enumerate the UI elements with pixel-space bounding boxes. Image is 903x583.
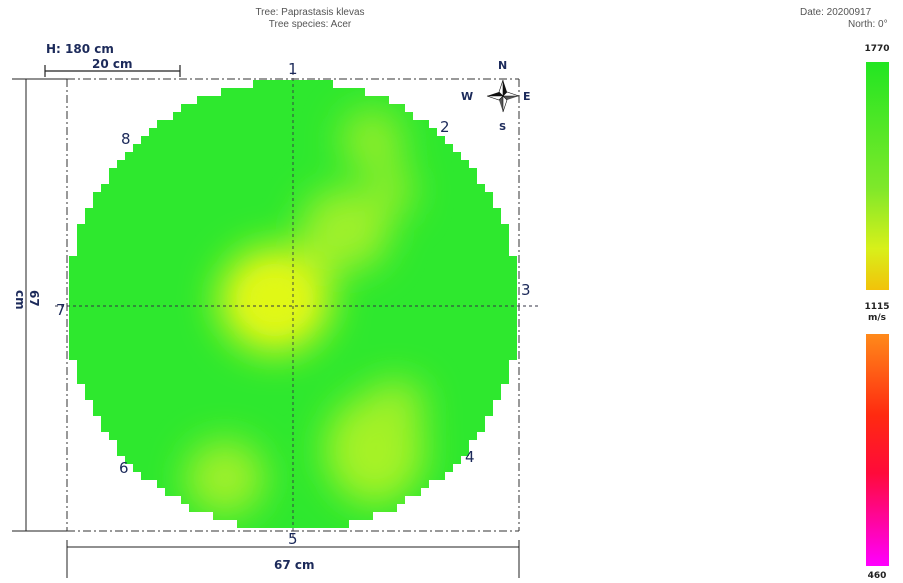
header-tree-label: Tree: Paprastasis klevas (255, 7, 365, 18)
scale-min-label: 460 (867, 571, 887, 581)
sensor-point-5: 5 (288, 530, 298, 548)
compass-north: N (498, 59, 508, 72)
height-label: H: 180 cm (46, 42, 114, 56)
header-north-label: North: 0° (848, 19, 888, 30)
compass-west: W (461, 90, 474, 103)
sensor-point-8: 8 (121, 130, 131, 148)
compass-south: S (499, 122, 507, 133)
depth-label: 67 cm (13, 290, 41, 310)
sensor-point-1: 1 (288, 60, 298, 78)
scale-mid-label: 1115 (864, 302, 890, 312)
sensor-point-3: 3 (521, 281, 531, 299)
header-date-label: Date: 20200917 (800, 7, 872, 18)
sensor-point-7: 7 (56, 301, 66, 319)
header-species-label: Tree species: Acer (268, 19, 352, 30)
height-dimension-line (12, 78, 67, 532)
scale-unit-label: m/s (867, 313, 887, 323)
scale-bar (44, 65, 181, 77)
scale-bar-label: 20 cm (92, 57, 133, 71)
sensor-point-6: 6 (119, 459, 129, 477)
compass-rose-icon (486, 79, 520, 113)
width-label: 67 cm (274, 558, 315, 572)
width-dimension-line (66, 540, 520, 578)
axis-lines (55, 72, 540, 540)
sensor-point-2: 2 (440, 118, 450, 136)
color-scale-bar (866, 62, 889, 566)
scale-max-label: 1770 (864, 44, 890, 54)
compass-east: E (523, 90, 531, 103)
sensor-point-4: 4 (465, 448, 475, 466)
